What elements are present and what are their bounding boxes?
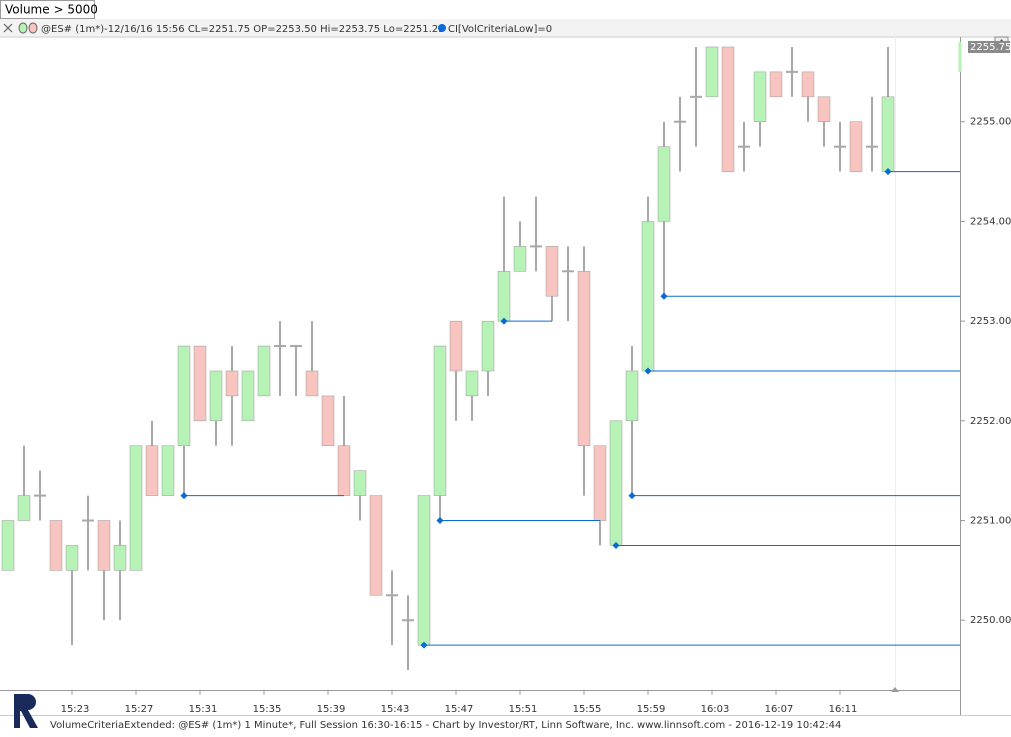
header-symbol: @ES# (1m*)-12/16/16 15:56 CL=2251.75 OP=… xyxy=(41,24,445,35)
y-tick-label: 2255.00 xyxy=(970,117,1011,128)
candle-down xyxy=(321,395,335,447)
candle-down xyxy=(305,370,319,397)
signal-marker xyxy=(420,641,428,649)
candle-up xyxy=(353,470,367,496)
candle-up xyxy=(241,370,255,422)
candle-up xyxy=(705,46,719,98)
candle-up xyxy=(65,545,79,571)
x-tick-label: 15:43 xyxy=(381,704,410,715)
candle-up xyxy=(513,246,527,272)
header-bar xyxy=(0,19,1011,37)
x-tick-label: 15:27 xyxy=(125,704,154,715)
x-tick-label: 15:55 xyxy=(573,704,602,715)
header-indicator: CI[VolCriteriaLow]=0 xyxy=(448,24,552,35)
signal-marker xyxy=(436,516,444,525)
x-tick-label: 15:35 xyxy=(253,704,282,715)
x-tick-label: 16:11 xyxy=(829,704,858,715)
candle-down xyxy=(849,121,863,172)
candle-down xyxy=(225,370,239,397)
candle-up xyxy=(129,445,143,571)
close-icon[interactable] xyxy=(3,23,13,33)
candle-down xyxy=(593,445,607,521)
candle-up xyxy=(481,320,495,372)
signal-marker xyxy=(660,292,668,300)
y-tick-label: 2252.00 xyxy=(970,416,1011,427)
candle-down xyxy=(577,271,591,447)
candle-down xyxy=(97,520,111,571)
candle-down xyxy=(545,246,559,297)
candle-down xyxy=(817,96,831,122)
indicator-dot xyxy=(438,24,446,32)
candle-up xyxy=(417,495,431,646)
signal-marker xyxy=(884,168,892,176)
candle-up xyxy=(113,545,127,571)
candle-up xyxy=(257,345,271,397)
footer-text: VolumeCriteriaExtended: @ES# (1m*) 1 Min… xyxy=(50,720,841,731)
candle-up xyxy=(177,345,191,447)
tab[interactable] xyxy=(0,0,95,19)
tab-label[interactable]: Volume > 5000 xyxy=(5,3,98,17)
candle-down xyxy=(193,345,207,422)
x-tick-label: 16:07 xyxy=(765,704,794,715)
icon-up xyxy=(18,22,28,34)
x-tick-label: 15:47 xyxy=(445,704,474,715)
signal-marker xyxy=(500,317,508,325)
signal-marker xyxy=(612,541,620,549)
candle-down xyxy=(145,445,159,496)
cursor-marker xyxy=(891,687,899,692)
signal-marker xyxy=(644,367,652,375)
candle-up xyxy=(209,370,223,422)
x-tick-label: 16:03 xyxy=(701,704,730,715)
candle-up xyxy=(881,96,895,172)
candle-down xyxy=(369,495,383,596)
candle-up xyxy=(17,495,31,521)
candle-up xyxy=(753,71,767,122)
signal-marker xyxy=(180,492,188,500)
x-tick-label: 15:31 xyxy=(189,704,218,715)
x-tick-label: 15:51 xyxy=(509,704,538,715)
candle-up xyxy=(161,445,175,496)
logo xyxy=(14,694,38,728)
candle-up xyxy=(433,345,447,496)
candle-up xyxy=(497,271,511,322)
x-tick-label: 15:59 xyxy=(637,704,666,715)
signal-marker xyxy=(628,492,636,500)
candle-up xyxy=(1,520,15,571)
y-tick-label: 2251.00 xyxy=(970,516,1011,527)
candle-down xyxy=(801,71,815,98)
icon-down xyxy=(28,22,38,34)
y-tick-label: 2250.00 xyxy=(970,615,1011,626)
candle-up xyxy=(609,420,623,546)
candle-up xyxy=(625,370,639,422)
candle-up xyxy=(641,221,655,372)
last-price-box xyxy=(968,40,1010,53)
x-tick-label: 15:23 xyxy=(61,704,90,715)
candle-down xyxy=(721,46,735,172)
candle-down xyxy=(449,320,463,372)
y-tick-label: 2254.00 xyxy=(970,216,1011,227)
candle-up xyxy=(657,146,671,222)
last-price-label: 2255.75 xyxy=(970,42,1011,53)
y-tick-label: 2253.00 xyxy=(970,316,1011,327)
candle-down xyxy=(337,445,351,496)
candle-up xyxy=(465,370,479,397)
candle-down xyxy=(49,520,63,571)
candle-down xyxy=(769,71,783,98)
x-tick-label: 15:39 xyxy=(317,704,346,715)
